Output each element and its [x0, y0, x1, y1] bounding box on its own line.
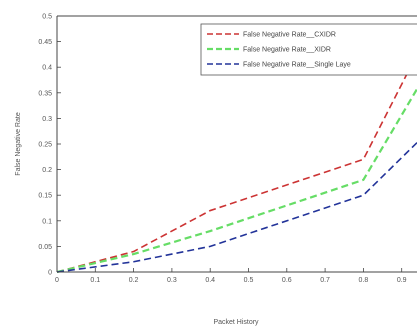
- legend: False Negative Rate__CXIDR False Negative…: [200, 23, 417, 76]
- x-tick-label: 0.3: [167, 277, 177, 284]
- x-axis-title: Packet History: [213, 319, 259, 326]
- labels-layer: Packet History False Negative Rate: [15, 112, 259, 326]
- x-tick-label: 0.1: [90, 277, 100, 284]
- legend-entry-label: False Negative Rate__CXIDR: [243, 32, 336, 39]
- y-tick-label: 0.45: [38, 39, 52, 46]
- ticks-layer: 0 0.05 0.1 0.15 0.2 0.25 0.3 0.35 0.4 0.45 0.5 0 0.1…: [38, 14, 406, 285]
- x-tick-label: 0.8: [359, 277, 369, 284]
- x-tick-label: 0.4: [205, 277, 215, 284]
- x-tick-label: 0.5: [244, 277, 254, 284]
- y-tick-label: 0.05: [38, 244, 52, 251]
- series-layer: [56, 52, 417, 274]
- x-tick-label: 0.6: [282, 277, 292, 284]
- x-tick-label: 0.2: [129, 277, 139, 284]
- y-tick-label: 0.1: [42, 218, 52, 225]
- legend-entry-label: False Negative Rate__XIDR: [243, 47, 331, 54]
- y-tick-label: 0.15: [38, 193, 52, 200]
- y-tick-label: 0.4: [42, 65, 52, 72]
- x-tick-label: 0.7: [320, 277, 330, 284]
- y-axis-title: False Negative Rate: [15, 112, 22, 176]
- y-tick-label: 0.25: [38, 142, 52, 149]
- series-line-2: [56, 86, 417, 274]
- y-tick-label: 0.3: [42, 116, 52, 123]
- y-tick-label: 0.2: [42, 167, 52, 174]
- x-tick-label: 0: [55, 277, 59, 284]
- y-tick-label: 0.5: [42, 14, 52, 21]
- x-tick-label: 0.9: [397, 277, 407, 284]
- series-line-1: [56, 52, 417, 273]
- series-line-3: [56, 141, 417, 273]
- y-tick-label: 0.35: [38, 90, 52, 97]
- y-tick-label: 0: [48, 270, 52, 277]
- legend-entry-label: False Negative Rate__Single Laye: [243, 62, 351, 69]
